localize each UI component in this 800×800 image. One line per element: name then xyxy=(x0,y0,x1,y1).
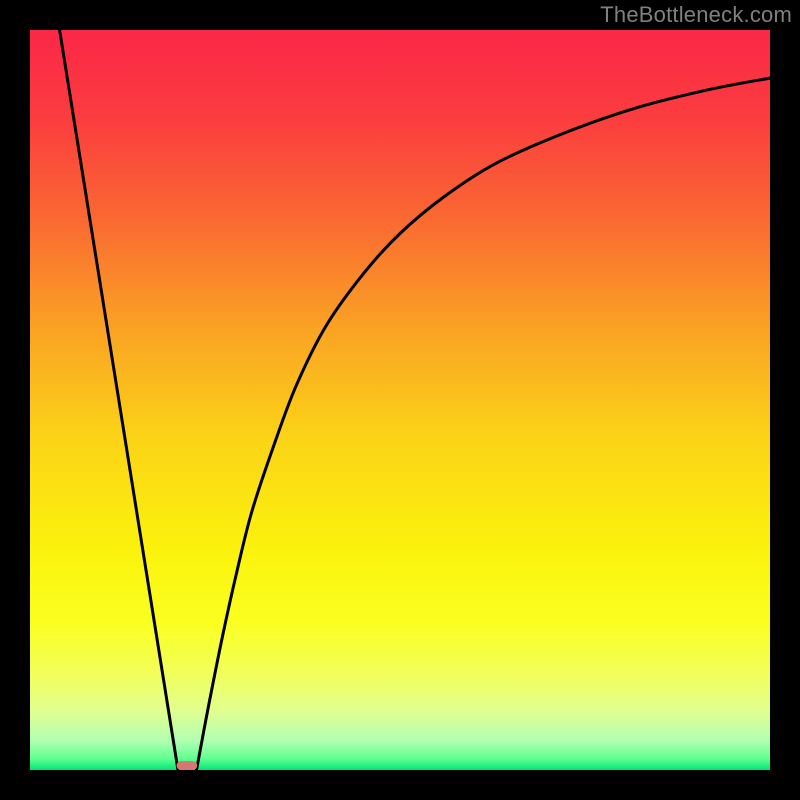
watermark-text: TheBottleneck.com xyxy=(600,2,792,28)
minimum-marker xyxy=(177,761,198,770)
plot-background xyxy=(30,30,770,770)
bottleneck-chart xyxy=(0,0,800,800)
chart-container: { "watermark": { "text": "TheBottleneck.… xyxy=(0,0,800,800)
